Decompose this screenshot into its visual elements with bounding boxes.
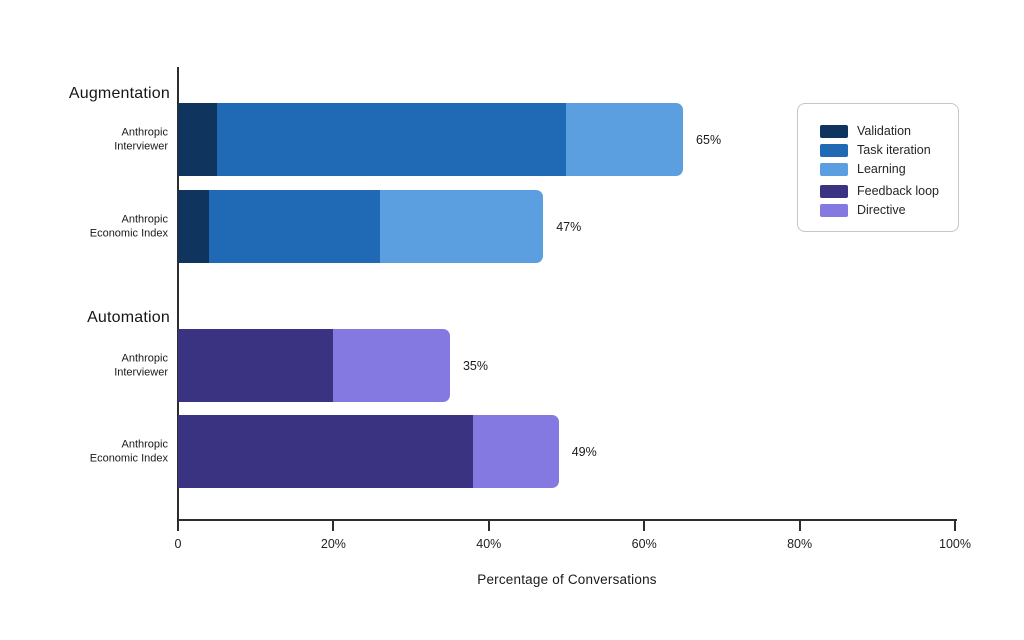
bar-row [178,190,544,263]
legend-item-directive: Directive [820,204,958,217]
x-tick-mark [177,521,179,531]
learning-swatch-icon [820,163,848,176]
x-tick-mark [954,521,956,531]
legend-item-validation: Validation [820,125,958,138]
feedback-loop-swatch-icon [820,185,848,198]
row-label: Anthropic Interviewer [114,352,168,379]
bar-row [178,329,450,402]
bar-segment-validation [178,103,217,176]
legend-item-feedback-loop: Feedback loop [820,185,958,198]
bar-segment-feedback-loop [178,415,474,488]
bar-segment-feedback-loop [178,329,334,402]
bar-segment-learning [380,190,544,263]
legend-label: Feedback loop [857,184,940,199]
row-label: Anthropic Economic Index [89,213,168,240]
bar-segment-task-iteration [216,103,567,176]
directive-swatch-icon [820,204,848,217]
bar-value-label: 49% [571,444,597,459]
section-title-automation: Automation [87,309,170,326]
bar-segment-directive [473,415,559,488]
x-axis-line [177,519,957,521]
bar-value-label: 47% [556,219,582,234]
x-tick-label: 100% [939,537,971,551]
x-tick-mark [332,521,335,531]
x-tick-mark [643,521,646,531]
task-iteration-swatch-icon [820,144,848,157]
x-tick-label: 80% [787,537,813,551]
bar-segment-directive [333,329,450,402]
bar-value-label: 35% [462,358,488,373]
legend-label: Task iteration [857,143,931,158]
legend: Validation Task iteration Learning Feedb… [797,103,959,232]
bar-row [178,103,684,176]
bar-segment-task-iteration [209,190,381,263]
row-label: Anthropic Economic Index [89,438,168,465]
row-label: Anthropic Interviewer [114,126,168,153]
legend-label: Directive [857,203,906,218]
x-tick-label: 40% [476,537,502,551]
legend-group-augmentation: Validation Task iteration Learning [820,125,958,176]
y-axis-line [177,67,179,531]
section-title-augmentation: Augmentation [68,85,170,102]
x-tick-label: 20% [320,537,346,551]
x-tick-label: 60% [631,537,657,551]
validation-swatch-icon [820,125,848,138]
x-tick-mark [487,521,490,531]
legend-label: Validation [857,124,911,139]
legend-group-automation: Feedback loop Directive [820,185,958,217]
x-tick-label: 0 [174,537,182,551]
legend-item-task-iteration: Task iteration [820,144,958,157]
bar-segment-learning [566,103,684,176]
bar-value-label: 65% [696,132,722,147]
x-axis-title: Percentage of Conversations [477,572,657,587]
bar-row [178,415,559,488]
bar-segment-validation [178,190,210,263]
legend-label: Learning [857,162,906,177]
x-tick-mark [798,521,801,531]
legend-item-learning: Learning [820,163,958,176]
